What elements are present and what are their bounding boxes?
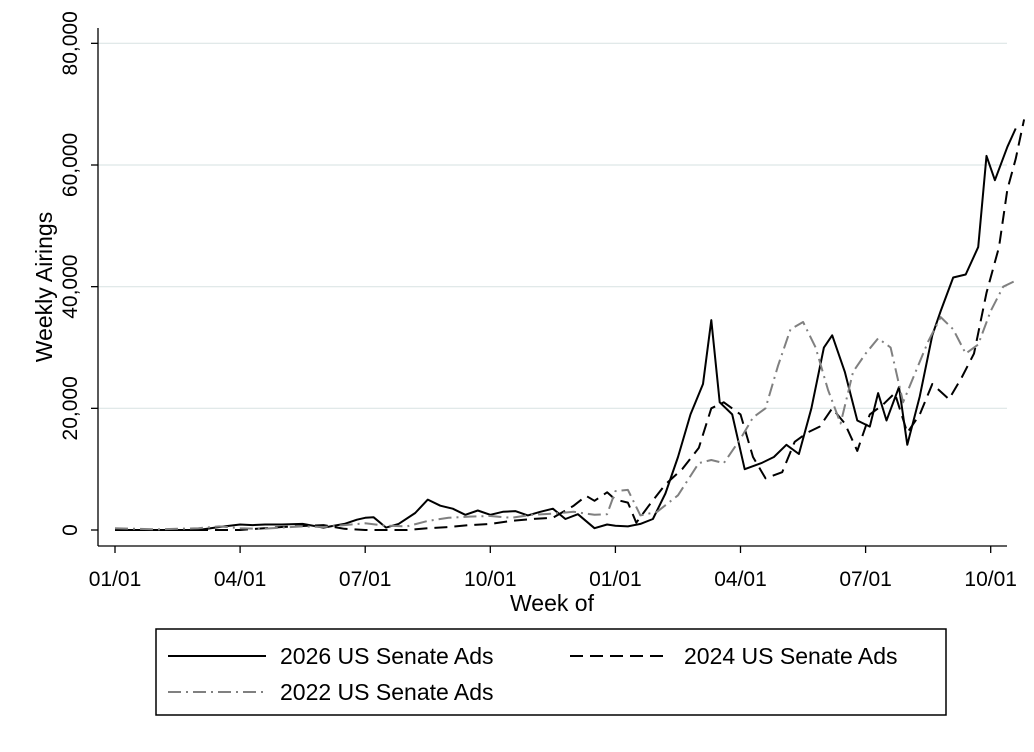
x-tick-label-0: 01/01	[89, 568, 142, 591]
series-line-2	[114, 279, 1017, 531]
legend-label-0: 2026 US Senate Ads	[280, 643, 494, 669]
series-line-1	[115, 119, 1026, 531]
series-layer	[114, 119, 1026, 531]
x-tick-label-2: 07/01	[339, 568, 392, 591]
x-tick-label-3: 10/01	[464, 568, 517, 591]
axes: 0 20,000 40,000 60,000 80,000 01/01 04/01 07/01…	[59, 11, 1017, 591]
y-axis-title: Weekly Airings	[31, 212, 57, 362]
x-tick-label-5: 04/01	[714, 568, 767, 591]
x-tick-label-1: 04/01	[214, 568, 267, 591]
y-tick-label-1: 20,000	[59, 376, 82, 440]
x-tick-label-4: 01/01	[589, 568, 642, 591]
x-tick-label-7: 10/01	[964, 568, 1017, 591]
y-tick-label-0: 0	[59, 524, 82, 536]
x-axis-title: Week of	[510, 590, 595, 616]
legend-label-2: 2022 US Senate Ads	[280, 679, 494, 705]
legend-label-1: 2024 US Senate Ads	[684, 643, 898, 669]
y-tick-label-4: 80,000	[59, 11, 82, 75]
legend: 2026 US Senate Ads 2024 US Senate Ads 2022…	[155, 628, 947, 716]
legend-frame	[155, 628, 947, 716]
x-tick-label-6: 07/01	[839, 568, 892, 591]
y-tick-label-2: 40,000	[59, 255, 82, 319]
y-tick-label-3: 60,000	[59, 133, 82, 197]
y-gridlines	[98, 42, 1007, 409]
